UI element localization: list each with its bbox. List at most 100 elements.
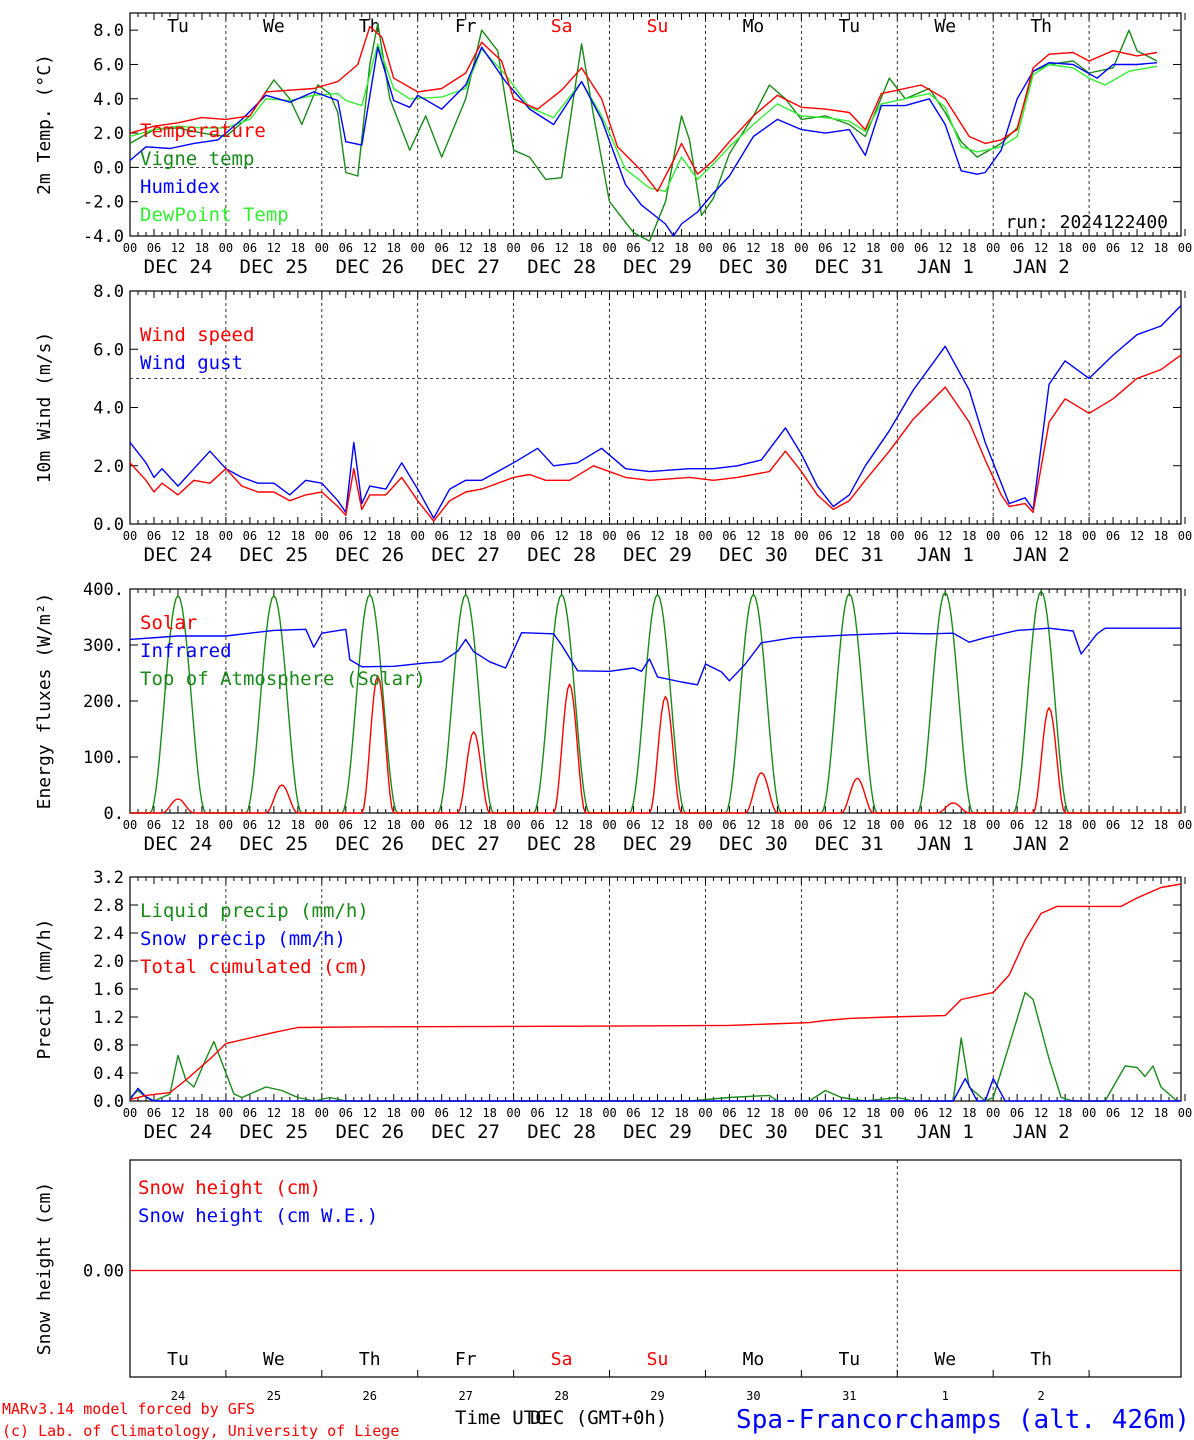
- hour-tick-label: 00: [123, 241, 137, 255]
- hour-tick-label: 06: [818, 241, 832, 255]
- day-number: 25: [267, 1389, 281, 1403]
- y-tick-label: 1.2: [93, 1008, 124, 1028]
- hour-tick-label: 00: [1178, 1106, 1192, 1120]
- hour-tick-label: 18: [482, 1106, 496, 1120]
- hour-tick-label: 12: [363, 818, 377, 832]
- hour-tick-label: 18: [578, 1106, 592, 1120]
- panel-precip: Precip (mm/h)00 06 12 18 00 06 12 18 00 06 12 18 00 0…: [34, 868, 1192, 1143]
- day-name: We: [934, 16, 956, 37]
- hour-tick-label: 00: [698, 818, 712, 832]
- hour-tick-label: 18: [1154, 1106, 1168, 1120]
- hour-tick-label: 06: [243, 1106, 257, 1120]
- panel-frame: [129, 1159, 1182, 1378]
- hour-tick-label: 12: [938, 818, 952, 832]
- hour-tick-label: 06: [339, 818, 353, 832]
- hour-tick-label: 06: [1010, 818, 1024, 832]
- hour-tick-label: 00: [123, 1106, 137, 1120]
- hour-tick-label: 06: [434, 529, 448, 543]
- y-tick-label: 200.: [83, 692, 124, 712]
- hour-tick-label: 00: [1082, 818, 1096, 832]
- day-name: Th: [1030, 16, 1052, 37]
- hour-tick-label: 12: [267, 818, 281, 832]
- date-label: DEC 29: [623, 256, 692, 278]
- hour-tick-label: 18: [578, 818, 592, 832]
- hour-tick-label: 12: [650, 241, 664, 255]
- day-name: We: [263, 1349, 285, 1370]
- hour-tick-label: 18: [387, 818, 401, 832]
- day-name: Tu: [838, 1349, 860, 1370]
- hour-tick-label: 06: [243, 818, 257, 832]
- hour-tick-label: 12: [1130, 1106, 1144, 1120]
- day-name: Su: [647, 16, 669, 37]
- date-label: JAN 1: [917, 544, 974, 566]
- date-label: DEC 29: [623, 544, 692, 566]
- hour-tick-label: 06: [1010, 1106, 1024, 1120]
- hour-tick-label: 06: [530, 1106, 544, 1120]
- hour-tick-label: 12: [363, 529, 377, 543]
- date-label: JAN 1: [917, 256, 974, 278]
- hour-tick-label: 06: [626, 818, 640, 832]
- hour-tick-label: 06: [722, 241, 736, 255]
- series-snow-precip-mm-h-: [129, 1077, 1181, 1102]
- legend-total: Total cumulated (cm): [140, 956, 369, 978]
- date-label: DEC 31: [815, 256, 884, 278]
- series-total-cumulated-cm-: [129, 883, 1182, 1101]
- hour-tick-label: 18: [1154, 529, 1168, 543]
- hour-tick-label: 06: [914, 818, 928, 832]
- y-tick-label: 2.0: [93, 457, 124, 477]
- hour-tick-label: 12: [1130, 818, 1144, 832]
- hour-tick-label: 00: [890, 529, 904, 543]
- legend-liquid: Liquid precip (mm/h): [140, 900, 369, 922]
- legend-vigne: Vigne temp: [140, 148, 254, 170]
- hour-tick-label: 00: [986, 529, 1000, 543]
- day-number: 26: [363, 1389, 377, 1403]
- hour-tick-label: 00: [794, 1106, 808, 1120]
- date-label: DEC 28: [527, 833, 596, 855]
- day-number: 24: [171, 1389, 185, 1403]
- hour-tick-label: 18: [195, 818, 209, 832]
- hour-tick-label: 18: [962, 241, 976, 255]
- hour-tick-label: 18: [387, 529, 401, 543]
- hour-tick-label: 00: [1082, 529, 1096, 543]
- hour-tick-label: 12: [554, 818, 568, 832]
- hour-tick-label: 06: [1010, 241, 1024, 255]
- date-label: JAN 1: [917, 833, 974, 855]
- y-tick-label: 100.: [83, 748, 124, 768]
- hour-tick-label: 18: [1058, 529, 1072, 543]
- hour-tick-label: 12: [650, 1106, 664, 1120]
- legend-snow: Snow height (cm W.E.): [138, 1205, 378, 1227]
- hour-tick-label: 18: [578, 241, 592, 255]
- day-number: 1: [942, 1389, 949, 1403]
- hour-tick-label: 00: [506, 818, 520, 832]
- hour-tick-label: 12: [1034, 818, 1048, 832]
- hour-tick-label: 06: [626, 529, 640, 543]
- hour-tick-label: 06: [818, 818, 832, 832]
- hour-tick-label: 12: [171, 529, 185, 543]
- hour-tick-label: 00: [698, 241, 712, 255]
- date-label: DEC 30: [719, 1121, 788, 1143]
- series-wind-speed: [129, 354, 1182, 522]
- series-infrared: [129, 627, 1181, 686]
- hour-tick-label: 06: [818, 1106, 832, 1120]
- panel-energy: Energy fluxes (W/m²) 00 06 12 18 00 06 12 18 00 06…: [34, 580, 1192, 855]
- hour-tick-label: 12: [554, 241, 568, 255]
- hour-tick-label: 06: [147, 1106, 161, 1120]
- y-tick-label: 8.0: [93, 282, 124, 302]
- footer-lab: (c) Lab. of Climatology, University of L…: [2, 1422, 399, 1440]
- y-axis-label: 10m Wind (m/s): [34, 332, 55, 484]
- y-tick-label: 0.8: [93, 1036, 124, 1056]
- day-name: Su: [647, 1349, 669, 1370]
- hour-tick-label: 18: [1154, 818, 1168, 832]
- hour-tick-label: 12: [842, 241, 856, 255]
- date-label: DEC 28: [527, 544, 596, 566]
- hour-tick-label: 00: [315, 529, 329, 543]
- y-tick-label: 300.: [83, 636, 124, 656]
- hour-tick-label: 12: [554, 1106, 568, 1120]
- date-label: DEC 26: [335, 833, 404, 855]
- hour-tick-label: 00: [315, 241, 329, 255]
- hour-tick-label: 18: [770, 529, 784, 543]
- date-label: DEC 27: [431, 1121, 500, 1143]
- panel-temp: 2m Temp. (°C) 00 06 12 18 00 06 12 18 00 06 12 18 00 0…: [34, 12, 1192, 278]
- hour-tick-label: 18: [770, 818, 784, 832]
- legend-temperature: Temperature: [140, 120, 266, 142]
